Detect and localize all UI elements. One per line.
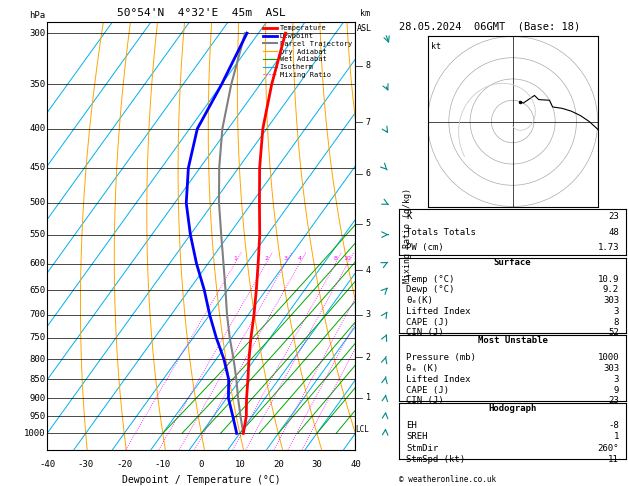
Text: 3: 3 [614,375,619,383]
Text: 30: 30 [311,460,322,469]
Text: θₑ(K): θₑ(K) [406,296,433,305]
Text: 23: 23 [608,212,619,221]
Text: 28.05.2024  06GMT  (Base: 18): 28.05.2024 06GMT (Base: 18) [399,22,581,32]
Text: 4: 4 [366,266,370,275]
Text: 1000: 1000 [24,429,46,438]
Text: Surface: Surface [494,259,532,267]
Text: CIN (J): CIN (J) [406,329,444,337]
Text: 6: 6 [366,169,370,178]
Text: 8: 8 [366,61,370,70]
Text: 20: 20 [273,460,284,469]
Text: 9.2: 9.2 [603,285,619,295]
Text: 11: 11 [608,455,619,464]
Text: -40: -40 [39,460,55,469]
Text: hPa: hPa [30,11,46,20]
Text: 400: 400 [30,124,46,133]
Text: 1.73: 1.73 [598,243,619,252]
Text: 10: 10 [343,257,352,261]
Text: 600: 600 [30,259,46,268]
Text: 750: 750 [30,333,46,342]
Text: K: K [406,212,411,221]
Text: Pressure (mb): Pressure (mb) [406,353,476,362]
Text: StmDir: StmDir [406,444,438,452]
Text: 5: 5 [366,219,370,228]
Text: 950: 950 [30,412,46,421]
Text: θₑ (K): θₑ (K) [406,364,438,373]
Text: 0: 0 [199,460,204,469]
Text: 303: 303 [603,364,619,373]
Text: 500: 500 [30,198,46,208]
Text: 1: 1 [366,393,370,402]
Text: 900: 900 [30,394,46,403]
Text: 850: 850 [30,375,46,384]
Text: EH: EH [406,421,417,430]
Text: 1000: 1000 [598,353,619,362]
Text: 52: 52 [608,329,619,337]
Text: 350: 350 [30,80,46,89]
Text: -8: -8 [608,421,619,430]
Text: Totals Totals: Totals Totals [406,227,476,237]
Text: LCL: LCL [355,425,369,434]
Text: 10: 10 [235,460,245,469]
Text: 10.9: 10.9 [598,275,619,284]
Text: Most Unstable: Most Unstable [477,336,548,346]
Text: -20: -20 [116,460,132,469]
Text: CIN (J): CIN (J) [406,397,444,405]
Text: 7: 7 [366,118,370,126]
Text: 3: 3 [614,307,619,316]
Text: PW (cm): PW (cm) [406,243,444,252]
Text: SREH: SREH [406,433,428,441]
Text: CAPE (J): CAPE (J) [406,318,449,327]
Text: 800: 800 [30,355,46,364]
Text: -30: -30 [77,460,94,469]
Text: 8: 8 [333,257,337,261]
Text: Dewp (°C): Dewp (°C) [406,285,455,295]
Text: 650: 650 [30,286,46,295]
Text: 1: 1 [614,433,619,441]
Text: Lifted Index: Lifted Index [406,375,470,383]
Text: 8: 8 [614,318,619,327]
Text: 700: 700 [30,310,46,319]
Text: Mixing Ratio (g/kg): Mixing Ratio (g/kg) [403,188,412,283]
Text: 25: 25 [396,257,404,261]
Text: 300: 300 [30,29,46,37]
Text: 2: 2 [366,352,370,362]
Text: 550: 550 [30,230,46,239]
Text: Dewpoint / Temperature (°C): Dewpoint / Temperature (°C) [122,475,281,485]
Text: 3: 3 [283,257,287,261]
Text: 303: 303 [603,296,619,305]
Text: Temp (°C): Temp (°C) [406,275,455,284]
Text: StmSpd (kt): StmSpd (kt) [406,455,465,464]
Legend: Temperature, Dewpoint, Parcel Trajectory, Dry Adiabat, Wet Adiabat, Isotherm, Mi: Temperature, Dewpoint, Parcel Trajectory… [263,25,352,78]
Text: 50°54'N  4°32'E  45m  ASL: 50°54'N 4°32'E 45m ASL [117,8,286,17]
Text: 48: 48 [608,227,619,237]
Text: 4: 4 [298,257,301,261]
Text: © weatheronline.co.uk: © weatheronline.co.uk [399,474,496,484]
Text: 9: 9 [614,385,619,395]
Text: 450: 450 [30,163,46,173]
Text: -10: -10 [155,460,171,469]
Text: 3: 3 [366,310,370,319]
Text: CAPE (J): CAPE (J) [406,385,449,395]
Text: km: km [360,9,370,17]
Text: 40: 40 [350,460,361,469]
Text: 16: 16 [370,257,378,261]
Text: Hodograph: Hodograph [489,404,537,414]
Text: ASL: ASL [357,23,372,33]
Text: 260°: 260° [598,444,619,452]
Text: kt: kt [431,42,441,51]
Text: 23: 23 [608,397,619,405]
Text: Lifted Index: Lifted Index [406,307,470,316]
Text: 1: 1 [233,257,237,261]
Text: 20: 20 [383,257,391,261]
Text: 2: 2 [264,257,268,261]
